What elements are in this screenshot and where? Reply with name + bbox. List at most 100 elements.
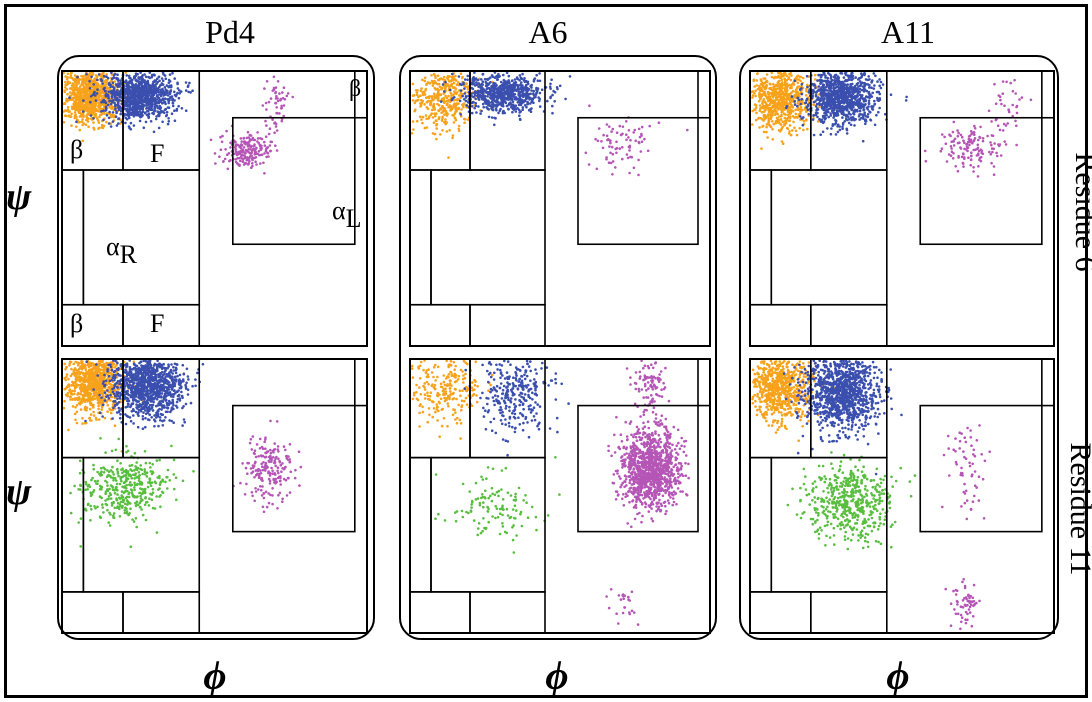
scatter-point — [160, 77, 164, 80]
scatter-point — [828, 104, 831, 107]
scatter-point — [860, 72, 863, 75]
scatter-point — [1005, 80, 1008, 84]
scatter-point — [587, 163, 591, 166]
scatter-point — [789, 86, 792, 89]
scatter-point — [80, 105, 84, 109]
scatter-point — [91, 73, 95, 76]
scatter-point — [66, 83, 69, 86]
scatter-point — [878, 97, 882, 100]
scatter-point — [816, 79, 819, 82]
scatter-point — [956, 134, 960, 138]
scatter-point — [124, 80, 128, 84]
scatter-point — [500, 93, 503, 96]
scatter-point — [106, 76, 110, 80]
scatter-point — [89, 92, 92, 95]
scatter-point — [250, 154, 253, 157]
scatter-point — [754, 94, 757, 98]
scatter-point — [274, 101, 278, 105]
scatter-point — [140, 102, 144, 105]
scatter-point — [152, 86, 156, 89]
scatter-point — [816, 120, 820, 123]
scatter-point — [519, 118, 522, 121]
scatter-point — [625, 153, 629, 156]
scatter-point — [527, 87, 531, 91]
scatter-point — [428, 115, 431, 118]
scatter-point — [421, 78, 424, 82]
scatter-point — [142, 100, 145, 104]
scatter-point — [94, 94, 97, 97]
scatter-point — [847, 75, 851, 79]
scatter-point — [837, 76, 841, 80]
scatter-point — [961, 162, 965, 165]
scatter-point — [792, 120, 795, 124]
scatter-point — [799, 102, 802, 106]
scatter-point — [445, 121, 449, 124]
scatter-point — [80, 115, 83, 118]
scatter-point — [114, 107, 117, 111]
scatter-point — [98, 99, 101, 102]
scatter-point — [774, 98, 778, 101]
scatter-point — [167, 81, 171, 84]
scatter-point — [123, 95, 127, 99]
scatter-point — [788, 124, 792, 127]
scatter-point — [801, 76, 805, 80]
scatter-point — [138, 87, 141, 91]
scatter-point — [834, 79, 837, 83]
scatter-point — [504, 92, 507, 96]
scatter-point — [842, 90, 846, 93]
scatter-point — [904, 99, 908, 102]
scatter-point — [961, 152, 965, 155]
scatter-point — [71, 82, 75, 85]
scatter-point — [487, 83, 490, 87]
scatter-point — [535, 73, 538, 77]
scatter-point — [163, 86, 167, 89]
scatter-point — [268, 144, 272, 147]
scatter-point — [466, 74, 470, 78]
scatter-point — [526, 102, 529, 106]
scatter-point — [806, 127, 809, 131]
scatter-point — [973, 127, 977, 130]
scatter-point — [777, 95, 780, 99]
scatter-point — [1020, 96, 1024, 99]
scatter-point — [640, 140, 644, 143]
scatter-point — [477, 105, 480, 108]
scatter-point — [117, 117, 121, 120]
scatter-point — [411, 99, 415, 102]
scatter-point — [490, 97, 493, 100]
scatter-point — [608, 145, 611, 148]
scatter-point — [774, 121, 777, 125]
scatter-point — [125, 104, 128, 108]
scatter-point — [259, 144, 262, 148]
scatter-point — [96, 99, 100, 102]
scatter-point — [1018, 98, 1021, 101]
scatter-point — [444, 118, 447, 121]
scatter-point — [502, 73, 505, 77]
scatter-point — [246, 156, 249, 159]
scatter-point — [952, 120, 956, 124]
scatter-point — [973, 133, 976, 136]
scatter-point — [551, 111, 554, 115]
scatter-point — [127, 83, 130, 87]
scatter-point — [923, 149, 927, 153]
scatter-point — [259, 148, 263, 152]
scatter-point — [779, 72, 782, 75]
scatter-point — [144, 120, 148, 124]
scatter-point — [473, 106, 477, 110]
scatter-point — [511, 110, 514, 114]
scatter-point — [75, 118, 79, 121]
scatter-point — [778, 79, 781, 83]
scatter-point — [436, 96, 440, 99]
scatter-point — [779, 123, 783, 126]
scatter-point — [165, 90, 169, 94]
scatter-point — [97, 96, 101, 99]
scatter-point — [163, 100, 166, 104]
scatter-point — [251, 162, 254, 165]
scatter-point — [133, 104, 136, 107]
scatter-point — [834, 133, 838, 136]
scatter-point — [246, 130, 250, 134]
scatter-point — [968, 134, 972, 138]
scatter-point — [248, 138, 252, 141]
scatter-point — [247, 147, 250, 151]
scatter-point — [614, 147, 617, 151]
scatter-point — [549, 96, 552, 100]
